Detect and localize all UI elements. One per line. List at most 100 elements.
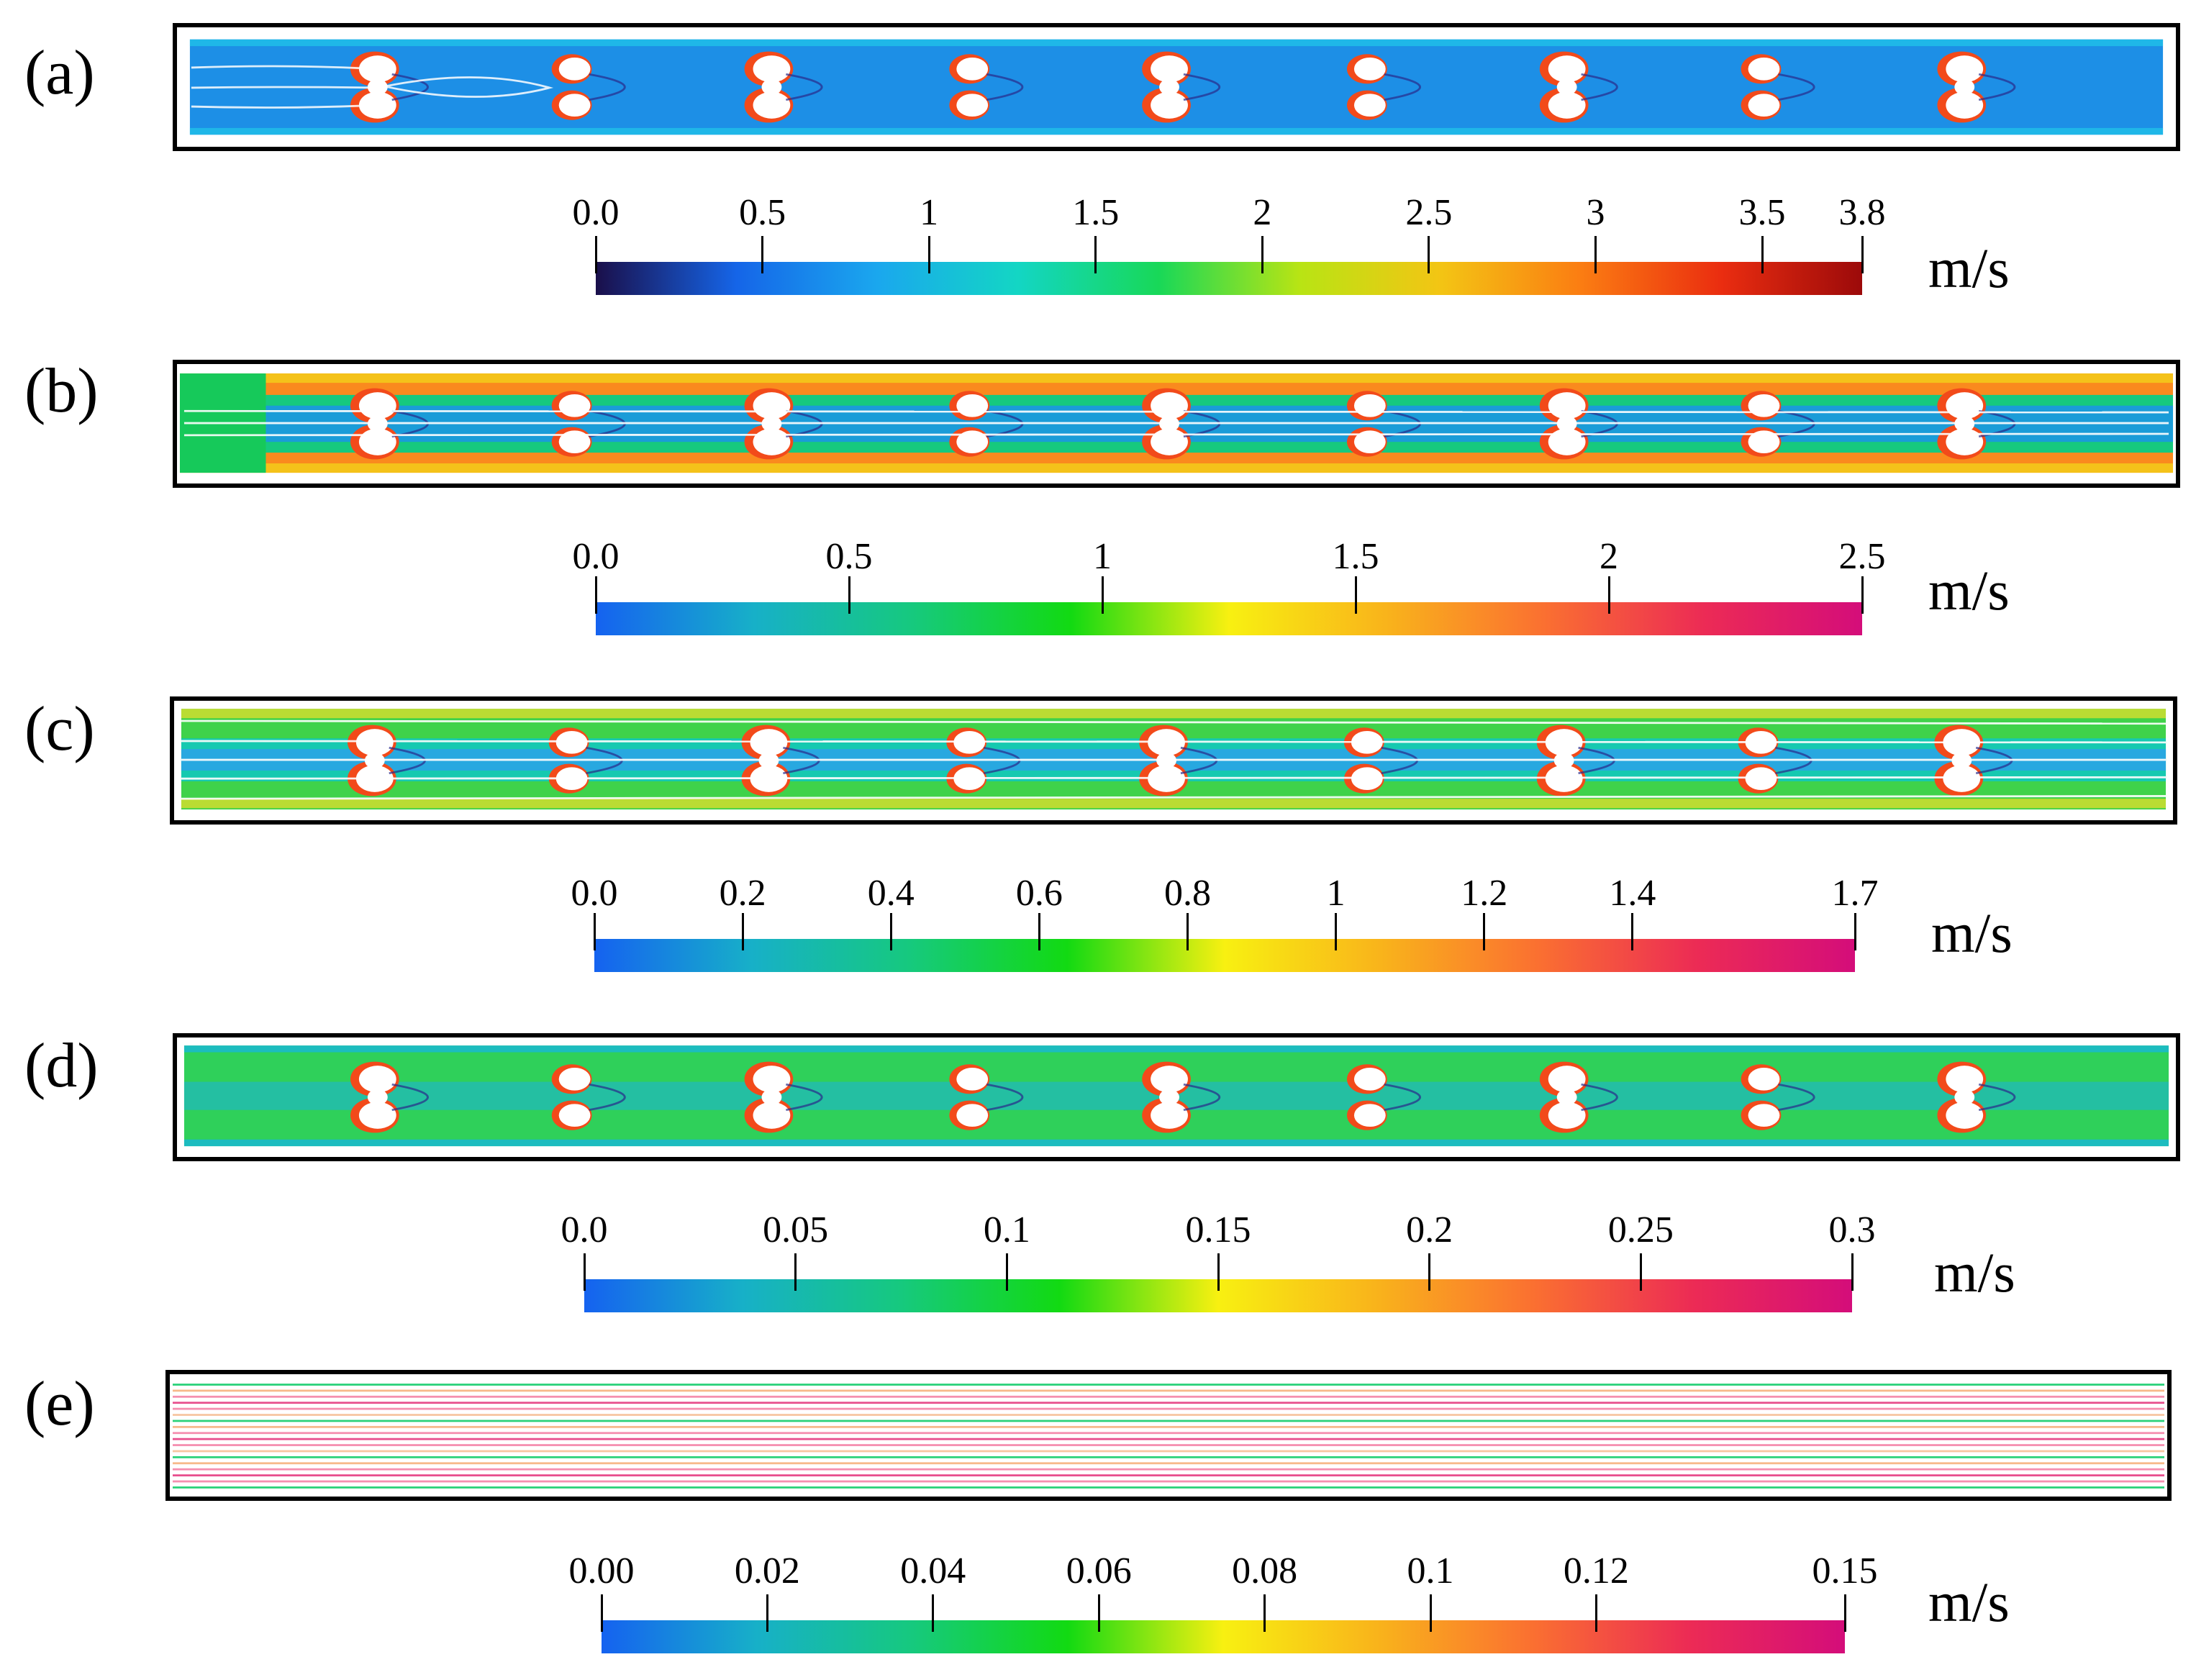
panel-e-tick (1594, 1594, 1597, 1632)
panel-a-tick-label: 2 (1253, 192, 1272, 233)
panel-e-tick (1097, 1594, 1100, 1632)
panel-b-tick (848, 576, 850, 614)
panel-e-unit-label: m/s (1928, 1571, 2010, 1633)
panel-a-tick-label: 0.5 (739, 192, 786, 233)
panel-b-obstacle (1748, 430, 1780, 454)
panel-b-velocity-contour (179, 373, 2174, 473)
panel-c-obstacle (355, 729, 394, 756)
panel-d-obstacle (956, 1104, 989, 1127)
panel-e-tick-label: 0.15 (1812, 1550, 1878, 1592)
panel-b-tick (1861, 576, 1864, 614)
panel-e-velocity-contour (172, 1384, 2165, 1489)
panel-c-obstacle (1745, 767, 1777, 791)
panel-a-tick (927, 236, 930, 273)
panel-d-obstacle (753, 1102, 791, 1129)
panel-e-tick-label: 0.04 (900, 1550, 966, 1592)
panel-a-obstacle (558, 57, 591, 81)
panel-d-velocity-contour (183, 1045, 2169, 1147)
panel-d-obstacle (1159, 1089, 1179, 1106)
panel-d-tick (794, 1253, 797, 1291)
panel-d-tick (1005, 1253, 1008, 1291)
panel-e-streamline (172, 1432, 2165, 1435)
panel-a-obstacle (558, 94, 591, 117)
panel-e-streamline (172, 1456, 2165, 1458)
panel-d-obstacle (1954, 1089, 1975, 1106)
panel-b-tick (1607, 576, 1610, 614)
panel-a-wake (589, 73, 626, 101)
panel-c-tick-label: 1.7 (1831, 873, 1879, 914)
panel-e-tick-label: 0.06 (1066, 1550, 1132, 1592)
panel-d-flow-field (173, 1033, 2180, 1161)
panel-c-obstacle (1943, 765, 1981, 792)
panel-b-flow-field (173, 360, 2180, 488)
panel-c-tick-label: 0.8 (1163, 873, 1211, 914)
panel-c-tick-label: 0.2 (719, 873, 766, 914)
panel-b-tick-label: 2 (1600, 536, 1618, 577)
panel-d-obstacle (558, 1067, 591, 1091)
panel-e-tick (1429, 1594, 1432, 1632)
panel-c-tick (1483, 913, 1486, 950)
panel-b-tick-label: 0.5 (825, 536, 873, 577)
panel-a-wake (1384, 73, 1422, 101)
panel-b-obstacle (558, 394, 591, 417)
panel-b-obstacle (956, 394, 989, 417)
panel-d-obstacle (1353, 1067, 1386, 1091)
panel-b-tick (1354, 576, 1357, 614)
panel-a-obstacle (1548, 91, 1586, 119)
panel-a-obstacle (1954, 78, 1975, 96)
panel-d-obstacle (1548, 1066, 1586, 1093)
panel-d-tick (1639, 1253, 1642, 1291)
panel-e-tick (1263, 1594, 1266, 1632)
panel-b-tick (1101, 576, 1104, 614)
panel-b-obstacle (1353, 430, 1386, 454)
panel-a-obstacle (1548, 55, 1586, 83)
panel-a-obstacle (1748, 94, 1780, 117)
panel-e-streamline (172, 1444, 2165, 1446)
panel-a-tick-label: 3 (1586, 192, 1605, 233)
panel-a-wake (1581, 73, 1618, 101)
panel-a-obstacle (1556, 78, 1577, 96)
panel-a-obstacle (1946, 55, 1984, 83)
panel-d-wake (1183, 1083, 1221, 1112)
panel-a-obstacle (1159, 78, 1179, 96)
panel-e-streamline (172, 1425, 2165, 1428)
panel-a-obstacle (358, 91, 396, 119)
panel-a-obstacle (753, 91, 791, 119)
panel-b-obstacle (753, 428, 791, 455)
panel-e-tick (1843, 1594, 1846, 1632)
panel-c-tick-label: 0.0 (571, 873, 618, 914)
panel-c-colorbar-gradient (594, 939, 1855, 972)
panel-d-obstacle (558, 1104, 591, 1127)
panel-a-tick (1261, 236, 1263, 273)
panel-c-obstacle (555, 730, 588, 754)
panel-d-tick-label: 0.1 (983, 1209, 1030, 1250)
panel-d-obstacle (1946, 1066, 1984, 1093)
panel-a-obstacle (1353, 94, 1386, 117)
panel-b-obstacle (358, 428, 396, 455)
panel-a-obstacle (761, 78, 782, 96)
panel-d-wake (1384, 1083, 1422, 1112)
panel-e-streamline (172, 1395, 2165, 1398)
panel-a-tick (1761, 236, 1764, 273)
panel-e-tick-label: 0.12 (1563, 1550, 1629, 1592)
panel-e-tick (766, 1594, 768, 1632)
panel-a-tick (594, 236, 597, 273)
panel-d-wake (986, 1083, 1024, 1112)
panel-d-obstacle (358, 1066, 396, 1093)
panel-c-tick (1335, 913, 1338, 950)
panel-a-tick-label: 1.5 (1072, 192, 1120, 233)
panel-a-tick-label: 2.5 (1405, 192, 1453, 233)
panel-e-streamline (172, 1480, 2165, 1483)
panel-e-tick-label: 0.08 (1232, 1550, 1298, 1592)
panel-d-tick (583, 1253, 586, 1291)
panel-e-colorbar: 0.00 0.02 0.04 0.06 0.08 0.1 0.12 0.15 (569, 1550, 1878, 1653)
panel-b-tick (594, 576, 597, 614)
panel-e-streamline (172, 1486, 2165, 1489)
panel-d-obstacle (761, 1089, 782, 1106)
panel-b-obstacle (956, 430, 989, 454)
panel-d-tick-label: 0.3 (1828, 1209, 1876, 1250)
panel-b-tick-label: 1.5 (1332, 536, 1379, 577)
panel-e-streamline (172, 1450, 2165, 1453)
panel-a-obstacle (1353, 57, 1386, 81)
panel-e-streamline (172, 1420, 2165, 1422)
